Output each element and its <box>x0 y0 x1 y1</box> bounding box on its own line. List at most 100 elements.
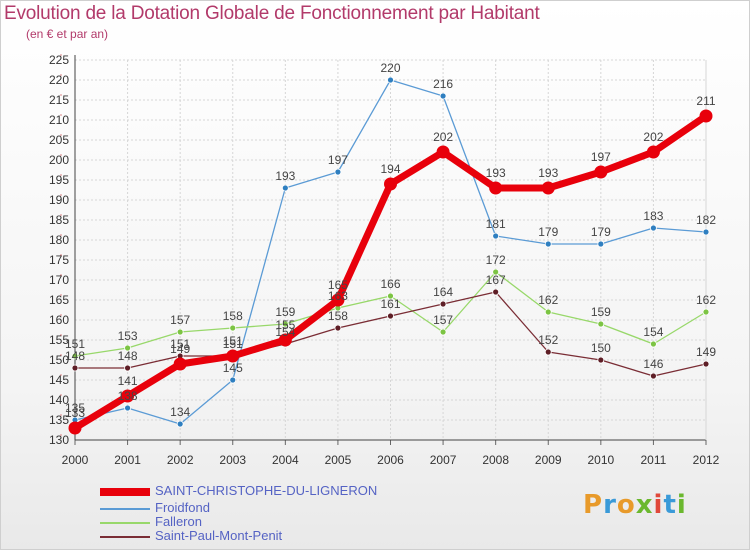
data-label: 158 <box>223 309 243 323</box>
data-label: 216 <box>433 77 453 91</box>
data-label: 193 <box>486 166 506 180</box>
y-tick-label: 145 <box>49 373 69 387</box>
logo-letter: i <box>676 490 687 520</box>
logo-letter: x <box>635 490 654 520</box>
data-label: 145 <box>223 361 243 375</box>
data-label: 202 <box>433 130 453 144</box>
data-label: 182 <box>696 213 716 227</box>
logo-letter: r <box>603 490 617 520</box>
data-label: 148 <box>65 349 85 363</box>
x-tick-label: 2011 <box>641 453 667 467</box>
data-label: 151 <box>170 337 190 351</box>
y-tick-label: 225 <box>49 53 69 67</box>
data-label: 133 <box>65 406 85 420</box>
x-tick-label: 2003 <box>219 453 246 467</box>
data-point <box>541 181 555 195</box>
data-label: 157 <box>170 313 190 327</box>
data-point <box>544 240 552 248</box>
data-point <box>702 308 710 316</box>
data-label: 167 <box>486 273 506 287</box>
data-point <box>121 389 135 403</box>
x-tick-label: 2009 <box>535 453 562 467</box>
data-label: 193 <box>538 166 558 180</box>
data-point <box>226 349 240 363</box>
data-point <box>699 109 713 123</box>
logo-letter: P <box>583 490 604 520</box>
data-point <box>489 181 503 195</box>
y-tick-label: 140 <box>49 393 69 407</box>
data-label: 158 <box>328 309 348 323</box>
y-tick-label: 205 <box>49 133 69 147</box>
data-point <box>597 320 605 328</box>
chart-subtitle: (en € et par an) <box>26 27 109 41</box>
legend-swatch <box>100 522 150 524</box>
grid-layer <box>74 59 707 441</box>
series-layer <box>68 76 713 435</box>
data-label: 161 <box>380 297 400 311</box>
data-point <box>384 177 397 191</box>
data-label: 166 <box>380 277 400 291</box>
data-point <box>229 376 237 384</box>
y-tick-label: 190 <box>49 193 69 207</box>
legend-label: Saint-Paul-Mont-Penit <box>155 528 283 543</box>
axis-layer: 1301351401451501551601651701751801851901… <box>49 53 720 467</box>
data-label: 162 <box>538 293 558 307</box>
data-point <box>702 228 710 236</box>
y-tick-label: 200 <box>49 153 69 167</box>
data-label: 157 <box>433 313 453 327</box>
data-point <box>71 352 79 360</box>
data-label: 151 <box>65 337 85 351</box>
data-point <box>650 340 657 348</box>
data-point <box>229 324 237 332</box>
data-label: 141 <box>118 374 138 388</box>
legend-swatch <box>100 488 150 496</box>
data-label: 197 <box>591 150 611 164</box>
data-label: 165 <box>328 278 348 292</box>
x-tick-label: 2005 <box>325 453 352 467</box>
y-tick-label: 130 <box>49 433 69 447</box>
data-point <box>650 224 657 232</box>
data-label: 211 <box>696 94 715 108</box>
data-label: 164 <box>433 285 453 299</box>
x-tick-label: 2000 <box>62 453 89 467</box>
chart-title: Evolution de la Dotation Globale de Fonc… <box>4 3 540 24</box>
data-point <box>334 324 342 332</box>
data-label: 159 <box>275 305 295 319</box>
series-SAINT-CHRISTOPHE-DU-LIGNERON <box>68 109 713 435</box>
data-label: 154 <box>643 325 663 339</box>
data-point <box>439 92 447 100</box>
series-Froidfond <box>71 76 710 428</box>
data-point <box>702 360 710 368</box>
data-label: 220 <box>380 61 400 75</box>
data-label: 146 <box>643 357 663 371</box>
y-tick-label: 170 <box>49 273 69 287</box>
y-tick-label: 160 <box>49 313 69 327</box>
data-point <box>492 268 500 276</box>
data-label: 194 <box>380 162 400 176</box>
data-point <box>439 300 447 308</box>
data-label: 172 <box>486 253 506 267</box>
x-tick-label: 2007 <box>430 453 457 467</box>
data-point <box>173 357 187 371</box>
y-tick-label: 180 <box>49 233 69 247</box>
logo-letter: i <box>653 490 664 520</box>
data-label: 152 <box>538 333 558 347</box>
data-point <box>544 308 552 316</box>
y-tick-label: 220 <box>49 73 69 87</box>
data-point <box>278 333 292 347</box>
legend-swatch <box>100 508 150 510</box>
x-tick-label: 2012 <box>693 453 720 467</box>
x-tick-label: 2004 <box>272 453 299 467</box>
data-label: 135 <box>65 401 85 415</box>
data-label: 154 <box>275 325 295 339</box>
data-point <box>594 165 608 179</box>
data-point <box>387 76 394 84</box>
data-point <box>176 420 184 428</box>
y-tick-label: 215 <box>49 93 69 107</box>
data-label: 155 <box>275 318 295 332</box>
data-label: 162 <box>696 293 716 307</box>
data-point <box>597 356 605 364</box>
data-point <box>650 372 657 380</box>
y-tick-label: 175 <box>49 253 69 267</box>
